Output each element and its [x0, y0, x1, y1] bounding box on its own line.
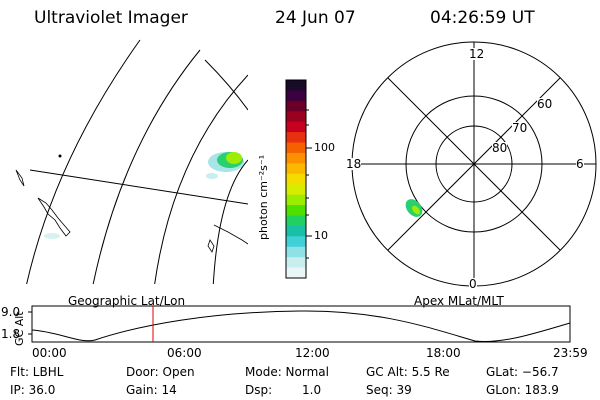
polar-aurora [405, 199, 423, 217]
mlt-label-6: 6 [576, 157, 584, 171]
coastline-antarctica [213, 224, 248, 245]
colorbar-band [286, 236, 306, 248]
mlat-label-70: 70 [512, 121, 528, 135]
colorbar-band [286, 257, 306, 269]
colorbar-band [286, 205, 306, 216]
colorbar-band [286, 111, 306, 123]
info-ip: IP: 36.0 [10, 383, 56, 397]
longitude-line [29, 169, 248, 205]
colorbar-band [286, 173, 306, 185]
ytick-1-8: 1.8 [1, 327, 21, 341]
mlt-label-12: 12 [469, 47, 485, 61]
colorbar-band [286, 267, 306, 279]
coastline-nz-north [15, 169, 25, 187]
latitude-arc-2 [92, 49, 201, 284]
latitude-arc-5 [204, 59, 248, 111]
xtick-1800: 18:00 [426, 346, 461, 360]
coastline-island [207, 239, 215, 253]
colorbar-band [286, 90, 306, 102]
polar-panel-label: Apex MLat/MLT [414, 294, 504, 308]
island-dot [58, 154, 62, 158]
info-glat: GLat: −56.7 [486, 365, 559, 379]
colorbar-band [286, 152, 306, 164]
colorbar-band [286, 184, 306, 196]
colorbar-band [286, 215, 306, 227]
colorbar-band [286, 80, 306, 91]
info-dsp-label: Dsp: [245, 383, 273, 397]
colorbar-tick-100: 100 [314, 141, 335, 154]
info-seq: Seq: 39 [366, 383, 412, 397]
colorbar-band [286, 194, 306, 206]
latitude-arc-1 [26, 39, 141, 284]
colorbar-band [286, 100, 306, 112]
mlat-label-80: 80 [492, 141, 508, 155]
mlat-label-60: 60 [537, 97, 553, 111]
colorbar-band [286, 163, 306, 175]
info-door: Door: Open [126, 365, 195, 379]
mlt-label-0: 0 [469, 277, 477, 291]
info-flt: Flt: LBHL [10, 365, 64, 379]
info-gc-alt: GC Alt: 5.5 Re [366, 365, 450, 379]
time-label: 04:26:59 UT [430, 8, 535, 28]
ytick-9: 9.0 [1, 305, 21, 319]
xtick-0000: 00:00 [32, 346, 67, 360]
colorbar-band [286, 246, 306, 258]
info-mode: Mode: Normal [245, 365, 329, 379]
colorbar-band [286, 132, 306, 144]
aurora-emission [44, 152, 244, 239]
xtick-1200: 12:00 [295, 346, 330, 360]
coastline-nz-south [37, 197, 71, 237]
xtick-0600: 06:00 [167, 346, 202, 360]
instrument-title: Ultraviolet Imager [34, 8, 188, 28]
colorbar-tick-10: 10 [314, 229, 328, 242]
geo-panel-label: Geographic Lat/Lon [68, 294, 186, 308]
info-glon: GLon: 183.9 [486, 383, 559, 397]
altitude-curve [31, 310, 571, 343]
colorbar-band [286, 121, 306, 133]
info-dsp-value: 1.0 [302, 383, 322, 397]
xtick-2359: 23:59 [553, 346, 588, 360]
mlt-label-18: 18 [346, 157, 362, 171]
mlt-diag-2 [387, 77, 561, 251]
info-gain: Gain: 14 [126, 383, 177, 397]
latitude-arc-3 [154, 74, 248, 284]
colorbar-band [286, 225, 306, 237]
date-label: 24 Jun 07 [275, 8, 356, 28]
colorbar-band [286, 142, 306, 154]
latitude-arc-4 [212, 159, 248, 284]
